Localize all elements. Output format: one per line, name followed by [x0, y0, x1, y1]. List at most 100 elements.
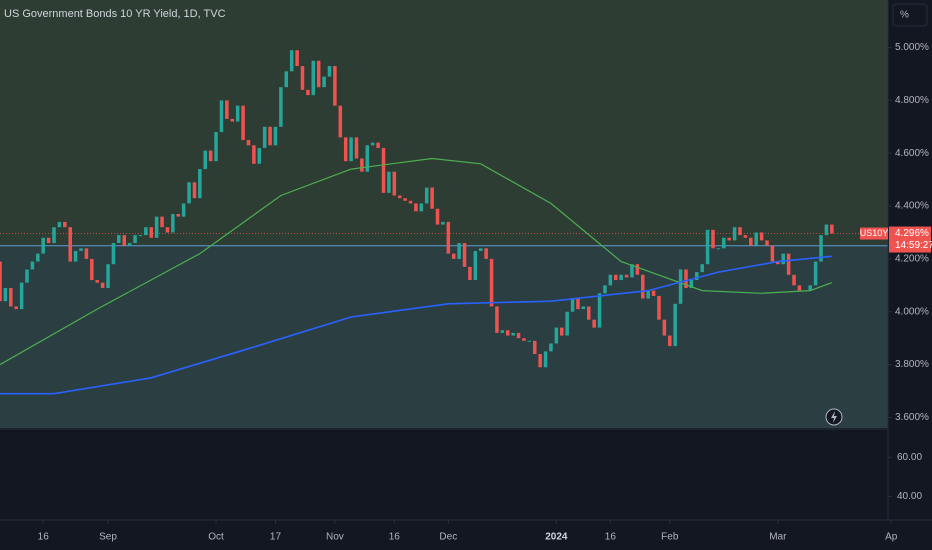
candle-body: [495, 306, 499, 333]
unit-box[interactable]: [892, 3, 928, 27]
candle-body: [532, 340, 537, 355]
candle-body: [343, 137, 348, 162]
candle-body: [565, 311, 569, 336]
candle-body: [203, 150, 208, 170]
candle-body: [689, 280, 694, 288]
candle-body: [9, 287, 13, 307]
candle-body: [354, 137, 359, 159]
candle-body: [262, 126, 267, 148]
x-tick-label: 2024: [545, 532, 568, 543]
candle-body: [160, 216, 164, 228]
candle-body: [500, 330, 505, 333]
candle-body: [678, 269, 683, 304]
candle-body: [597, 293, 602, 328]
candle-body: [430, 187, 434, 209]
candle-body: [403, 198, 407, 201]
x-tick-label: Sep: [99, 532, 117, 543]
candle-body: [25, 269, 29, 283]
moving-average-line: [0, 255, 832, 395]
candle-body: [208, 150, 213, 162]
moving-average-line: [0, 157, 833, 366]
candle-body: [581, 306, 586, 310]
y-tick-label: 4.800%: [895, 95, 929, 106]
candle-body: [381, 147, 386, 193]
candle-body: [554, 327, 559, 344]
candle-body: [349, 137, 353, 162]
candle-body: [176, 214, 181, 217]
replay-icon[interactable]: [825, 408, 843, 426]
y-tick-label: 3.800%: [895, 359, 929, 370]
candle-body: [657, 295, 661, 320]
candle-body: [619, 274, 623, 281]
x-tick-label: Mar: [769, 532, 787, 543]
candle-body: [333, 66, 337, 106]
candle-body: [36, 253, 40, 262]
y-tick-label: 4.200%: [895, 254, 929, 265]
candle-body: [732, 227, 737, 241]
candle-body: [138, 235, 143, 237]
price-label: 4.296%: [895, 228, 929, 239]
candle-body: [3, 287, 8, 302]
candle-body: [797, 285, 802, 291]
candle-body: [646, 290, 650, 299]
x-tick-label: Feb: [661, 532, 679, 543]
candle-body: [241, 105, 245, 141]
candle-body: [662, 319, 667, 336]
candle-body: [813, 261, 818, 286]
candle-body: [257, 147, 262, 164]
candle-body: [300, 66, 305, 90]
candle-body: [446, 221, 451, 254]
candle-body: [457, 243, 461, 259]
candle-body: [781, 253, 785, 265]
candle-body: [608, 274, 613, 286]
candle-body: [549, 343, 553, 352]
candle-body: [57, 221, 62, 228]
candle-body: [100, 282, 105, 288]
plot-area: [0, 0, 888, 428]
y-tick-label: 3.600%: [895, 412, 929, 423]
candle-body: [181, 203, 186, 217]
symbol-box: [860, 227, 888, 240]
x-tick-label: 16: [389, 532, 401, 543]
candle-body: [127, 243, 132, 246]
y-tick-label: 4.000%: [895, 306, 929, 317]
y-tick-label: 5.000%: [895, 42, 929, 53]
candle-body: [538, 354, 542, 368]
candle-body: [624, 274, 629, 278]
candle-body: [322, 76, 326, 88]
candle-body: [225, 100, 229, 119]
candle-body: [154, 216, 159, 238]
candle-body: [68, 227, 72, 262]
candle-body: [95, 280, 99, 283]
candle-body: [144, 227, 148, 236]
candle-body: [587, 306, 591, 320]
candle-body: [808, 285, 812, 291]
candle-body: [41, 237, 45, 254]
candle-body: [738, 227, 742, 236]
candle-body: [651, 290, 656, 296]
candle-body: [824, 224, 829, 236]
candle-body: [338, 105, 343, 138]
unit-label: %: [900, 10, 909, 21]
candle-body: [641, 274, 645, 299]
candle-body: [235, 105, 240, 122]
candle-body: [0, 261, 2, 302]
candle-body: [284, 71, 289, 88]
candle-body: [484, 248, 488, 259]
candle-body: [468, 266, 472, 281]
candle-body: [14, 306, 18, 310]
candle-body: [576, 298, 580, 310]
y-tick-label: 40.00: [897, 491, 922, 502]
candle-body: [219, 100, 224, 133]
candle-body: [268, 126, 272, 146]
y-tick-label: 4.600%: [895, 148, 929, 159]
x-tick-label: Dec: [439, 532, 457, 543]
candle-body: [90, 258, 94, 281]
chart-title: US Government Bonds 10 YR Yield, 1D, TVC: [4, 8, 226, 20]
candle-body: [133, 235, 137, 244]
candle-body: [819, 235, 823, 262]
candle-body: [192, 182, 197, 199]
candle-body: [700, 264, 704, 273]
